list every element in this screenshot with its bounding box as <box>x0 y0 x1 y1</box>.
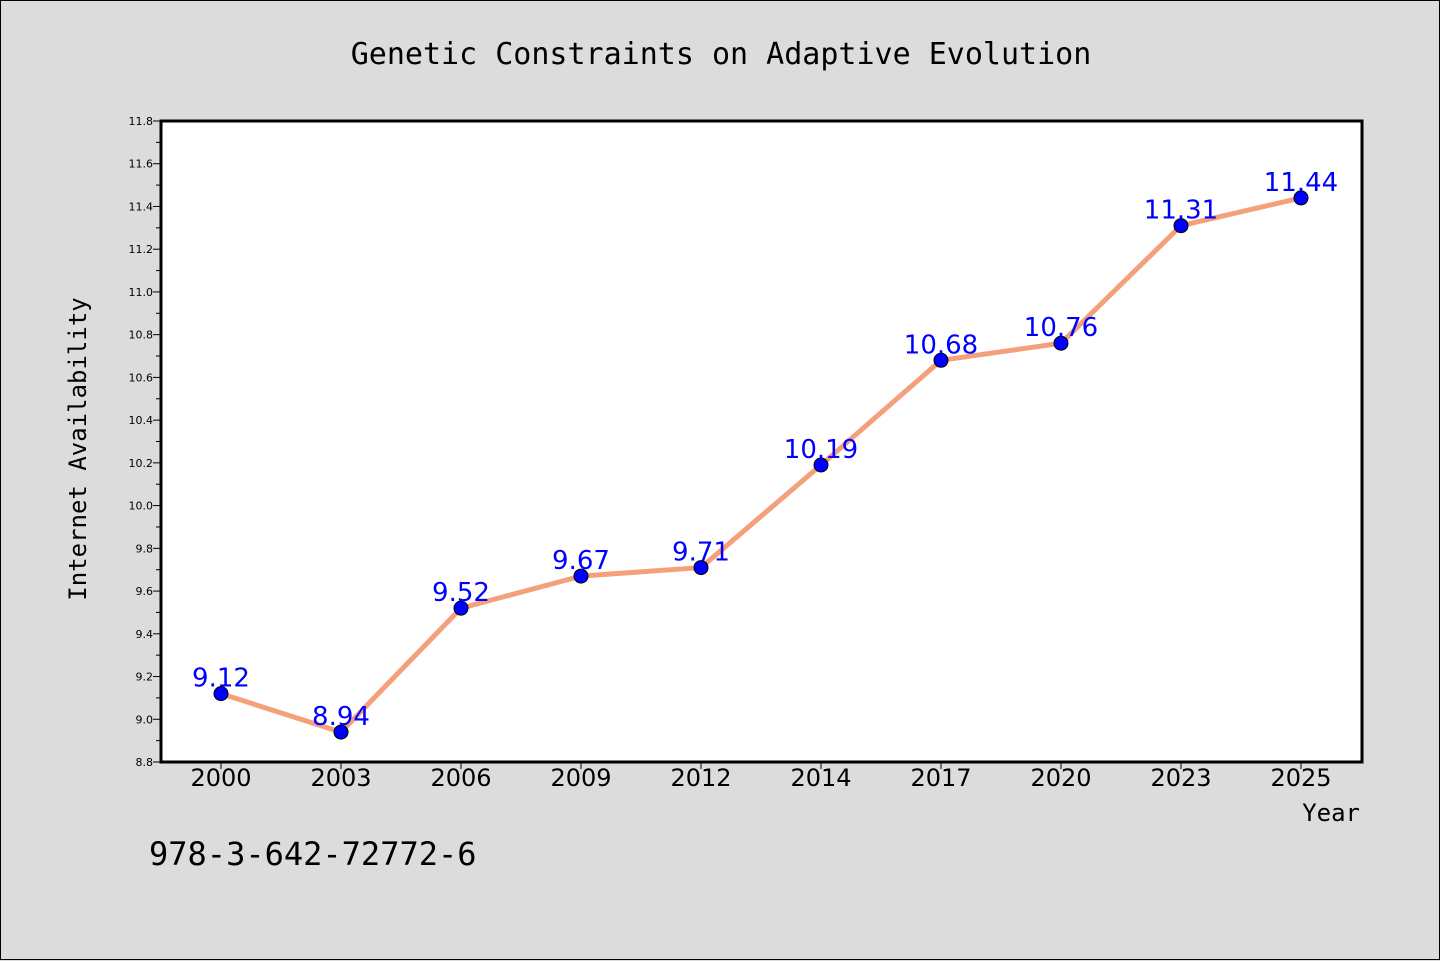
y-tick-label: 11.2 <box>129 243 154 256</box>
y-tick-label: 9.0 <box>136 713 154 726</box>
y-tick-label: 10.4 <box>129 414 154 427</box>
data-point <box>1293 190 1309 206</box>
data-points <box>213 190 1309 740</box>
data-label: 11.31 <box>1144 196 1218 226</box>
x-tick-label: 2006 <box>430 764 491 792</box>
x-tick-label: 2014 <box>790 764 851 792</box>
x-tick-label: 2003 <box>310 764 371 792</box>
data-point <box>1053 335 1069 351</box>
y-tick-label: 10.2 <box>129 457 154 470</box>
data-label: 9.71 <box>672 538 730 568</box>
data-labels: 9.12 8.94 9.52 9.67 9.71 10.19 10.68 10.76 11.31… <box>192 168 1338 732</box>
x-tick-label: 2023 <box>1150 764 1211 792</box>
data-label: 10.76 <box>1024 313 1098 343</box>
data-point <box>333 724 349 740</box>
data-label: 9.52 <box>432 578 490 608</box>
data-label: 11.44 <box>1264 168 1338 198</box>
data-point <box>1173 218 1189 234</box>
data-point <box>453 600 469 616</box>
data-point <box>693 560 709 576</box>
data-label: 9.67 <box>552 546 610 576</box>
y-axis: 8.8 9.0 9.2 9.4 9.6 9.8 10.0 10.2 10.4 10.6 10.8 11… <box>129 115 161 769</box>
y-tick-label: 10.0 <box>129 500 154 513</box>
y-axis-label: Internet Availability <box>64 297 92 600</box>
y-tick-label: 9.2 <box>136 671 154 684</box>
y-tick-label: 9.6 <box>136 585 154 598</box>
data-label: 10.68 <box>904 330 978 360</box>
y-tick-label: 9.4 <box>136 628 154 641</box>
y-tick-label: 9.8 <box>136 542 154 555</box>
plot-area <box>159 119 1364 764</box>
y-tick-label: 8.8 <box>136 756 154 769</box>
y-tick-label: 11.6 <box>129 158 154 171</box>
x-axis-label: Year <box>1302 799 1360 827</box>
x-tick-label: 2000 <box>190 764 251 792</box>
y-tick-label: 10.8 <box>129 329 154 342</box>
data-label: 10.19 <box>784 435 858 465</box>
isbn-text: 978-3-642-72772-6 <box>149 835 477 873</box>
x-tick-label: 2009 <box>550 764 611 792</box>
chart-title: Genetic Constraints on Adaptive Evolutio… <box>351 37 1092 72</box>
x-tick-label: 2020 <box>1030 764 1091 792</box>
data-point <box>813 457 829 473</box>
data-label: 9.12 <box>192 664 250 694</box>
series-line <box>220 195 1302 735</box>
x-tick-label: 2012 <box>670 764 731 792</box>
x-tick-label: 2017 <box>910 764 971 792</box>
x-axis: 2000 2003 2006 2009 2012 2014 2017 2020 2023 2025 <box>190 762 1332 792</box>
data-label: 8.94 <box>312 702 370 732</box>
y-tick-label: 10.6 <box>129 371 154 384</box>
x-tick-label: 2025 <box>1270 764 1331 792</box>
data-point <box>933 352 949 368</box>
y-tick-label: 11.4 <box>129 200 154 213</box>
data-point <box>573 568 589 584</box>
data-point <box>213 686 229 702</box>
y-tick-label: 11.8 <box>129 115 154 128</box>
y-tick-label: 11.0 <box>129 286 154 299</box>
